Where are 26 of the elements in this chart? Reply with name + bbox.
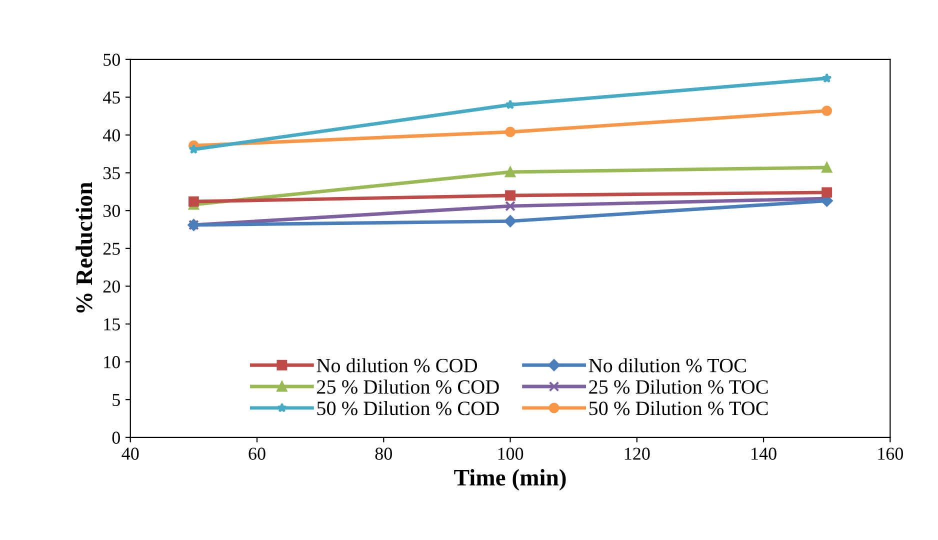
x-axis-title: Time (min)	[454, 469, 566, 490]
legend-label: No dilution % TOC	[588, 358, 746, 372]
x-tick-label: 80	[375, 448, 392, 460]
y-tick-label: 25	[103, 242, 120, 255]
x-tick-label: 120	[624, 448, 650, 460]
y-axis-title: % Reduction	[76, 182, 92, 313]
x-tick-label: 40	[122, 448, 139, 460]
legend-label: No dilution % COD	[316, 358, 478, 372]
legend-label: 25 % Dilution % TOC	[589, 380, 768, 394]
legend-label: 50 % Dilution % TOC	[589, 401, 768, 416]
y-tick-label: 50	[104, 54, 120, 66]
y-tick-label: 40	[102, 129, 120, 142]
x-tick-label: 60	[248, 448, 266, 460]
x-tick-label: 140	[752, 448, 776, 460]
y-tick-label: 15	[104, 318, 120, 330]
legend-label: 25 % Dilution % COD	[317, 380, 499, 394]
y-tick-label: 45	[102, 92, 120, 104]
y-tick-label: 0	[112, 432, 120, 444]
legend-label: 50 % Dilution % COD	[317, 401, 499, 416]
y-tick-label: 20	[103, 280, 120, 293]
x-tick-label: 160	[878, 448, 904, 460]
y-tick-label: 10	[104, 356, 120, 368]
x-tick-label: 100	[498, 448, 524, 460]
y-tick-label: 30	[103, 204, 120, 218]
y-tick-label: 5	[112, 394, 120, 406]
y-tick-label: 35	[103, 167, 120, 180]
